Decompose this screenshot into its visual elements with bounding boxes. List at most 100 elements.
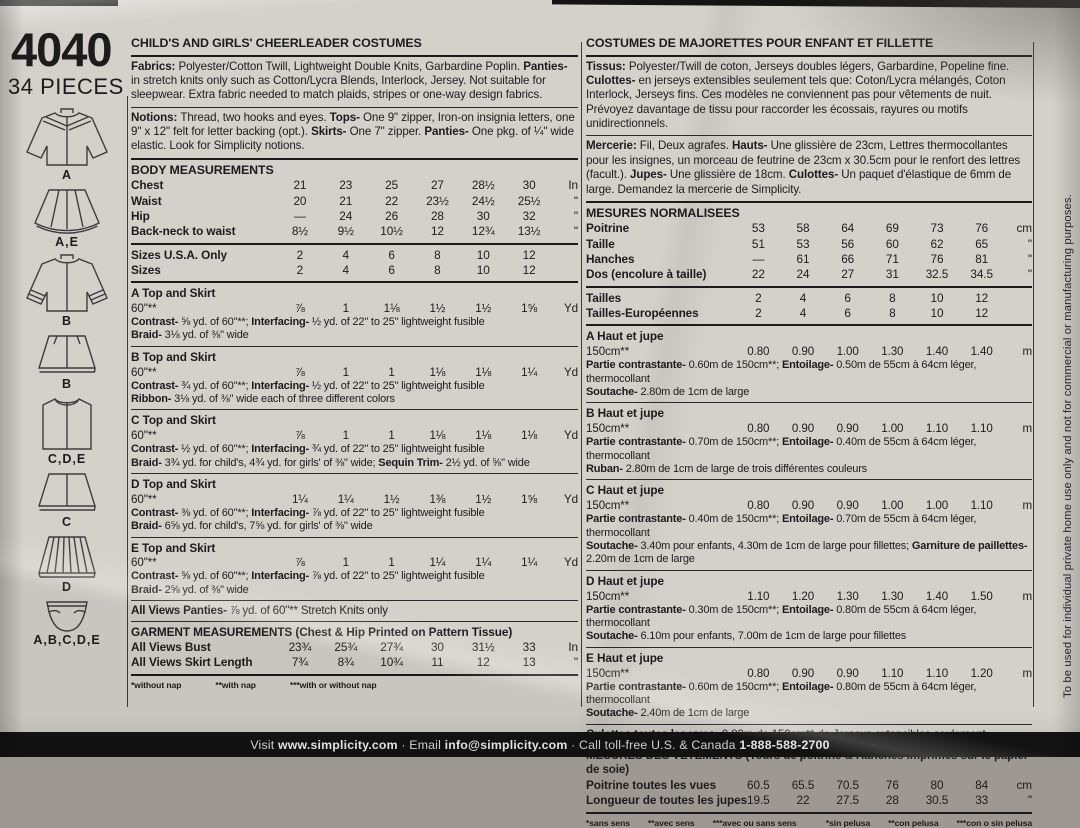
text: ⅞ yd. of 22" to 25" lightweight fusible <box>312 570 485 582</box>
text: 2.20m de 1cm de large <box>586 553 695 565</box>
table-cell: 25¾ <box>323 640 369 655</box>
table-cell: 1.40 <box>915 589 960 604</box>
pattern-number: 4040 <box>11 26 126 73</box>
divider <box>586 479 1032 480</box>
divider <box>586 724 1032 725</box>
row-label: All Views Bust <box>131 640 277 655</box>
tissus-paragraph: Tissus: Polyester/Twill de coton, Jersey… <box>586 60 1032 132</box>
phone-number: 1-888-588-2700 <box>739 738 829 752</box>
notions-paragraph: Notions: Thread, two hooks and eyes. Top… <box>131 111 578 154</box>
fabric-width-label: 150cm** <box>586 666 736 681</box>
table-cell: 76 <box>915 252 960 267</box>
text: 3⅛ yd. of ⅜" wide <box>165 329 249 341</box>
table-cell: 4 <box>781 291 826 306</box>
text: ⅞ yd. of 60"** Stretch Knits only <box>230 604 388 617</box>
view-title: C Top and Skirt <box>131 413 578 428</box>
table-cell: 1.40 <box>915 344 960 359</box>
interfacing-label: Interfacing- <box>251 380 312 392</box>
footnote: **con pelusa <box>888 818 938 828</box>
trim-line: Soutache- 2.80m de 1cm de large <box>586 386 1032 399</box>
fabrics-text: Polyester/Cotton Twill, Lightweight Doub… <box>178 60 523 73</box>
notions-line: Partie contrastante- 0.70m de 150cm**; E… <box>586 436 1032 463</box>
table-cell: 1.30 <box>825 589 870 604</box>
table-cell: 27¾ <box>369 640 415 655</box>
table-cell: 56 <box>825 237 870 252</box>
table-cell: 0.90 <box>781 421 826 436</box>
row-label: All Views Skirt Length <box>131 655 277 670</box>
sequin-trim-label: Sequin Trim- <box>378 457 445 469</box>
row-label: Hanches <box>586 252 736 267</box>
text: ⅞ yd. of 22" to 25" lightweight fusible <box>312 507 485 519</box>
interfacing-label: Interfacing- <box>251 570 312 582</box>
contrast-label: Contrast- <box>131 507 181 519</box>
text: ¾ yd. of 60"**; <box>181 380 251 392</box>
text: Visit <box>250 738 278 752</box>
table-cell: 1¼ <box>460 555 506 570</box>
view-title: A Top and Skirt <box>131 286 578 301</box>
trim-line: Braid- 3⅛ yd. of ⅜" wide <box>131 329 578 342</box>
footnote: **with nap <box>215 680 256 690</box>
vest-sketch <box>25 395 109 453</box>
table-cell: 21 <box>323 194 369 209</box>
row-label: Poitrine toutes les vues <box>586 778 736 793</box>
interfacing-label: Interfacing- <box>251 443 312 455</box>
table-cell: 1.00 <box>870 421 915 436</box>
fabrics-paragraph: Fabrics: Polyester/Cotton Twill, Lightwe… <box>131 60 578 103</box>
row-label: Sizes U.S.A. Only <box>131 248 277 263</box>
table-cell: 0.80 <box>736 344 781 359</box>
text: · Call toll-free U.S. & Canada <box>568 738 740 752</box>
notions-line: Contrast- ⅝ yd. of 60"**; Interfacing- ½… <box>131 316 578 329</box>
table-cell: Yd <box>552 301 578 316</box>
aline-skirt-b-sketch <box>21 332 113 378</box>
table-cell: 12 <box>959 291 1004 306</box>
table-cell: 12 <box>506 263 552 278</box>
table-cell: 8½ <box>277 224 323 239</box>
text: ½ yd. of 22" to 25" lightweight fusible <box>312 380 485 392</box>
view-label: A <box>62 168 72 182</box>
jacket-b-sketch <box>17 253 117 315</box>
table-cell: Yd <box>552 428 578 443</box>
table-cell: 53 <box>781 237 826 252</box>
table-cell: m <box>1004 589 1032 604</box>
fabric-width-label: 60"** <box>131 555 277 570</box>
text: ½ yd. of 22" to 25" lightweight fusible <box>312 316 485 328</box>
notions-line: Contrast- ⅜ yd. of 60"**; Interfacing- ⅞… <box>131 507 578 520</box>
view-label: B <box>62 314 72 328</box>
french-column: COSTUMES DE MAJORETTES POUR ENFANT ET FI… <box>586 36 1032 828</box>
table-cell: 22 <box>369 194 415 209</box>
contrast-label: Contrast- <box>131 380 181 392</box>
body-measurements-title: BODY MEASUREMENTS <box>131 163 578 179</box>
table-cell: 0.90 <box>825 498 870 513</box>
table-cell <box>1004 291 1032 306</box>
table-cell: 66 <box>825 252 870 267</box>
table-cell: 22 <box>781 793 826 808</box>
panties-label: All Views Panties- <box>131 604 230 617</box>
divider <box>586 324 1032 326</box>
column-divider <box>127 96 128 707</box>
table-cell: 1.00 <box>870 498 915 513</box>
table-cell: 6 <box>369 263 415 278</box>
mercerie-label: Mercerie: <box>586 139 640 152</box>
mercerie-text: Fil, Deux agrafes. <box>640 139 732 152</box>
table-cell: 62 <box>915 237 960 252</box>
text: 2.80m de 1cm de large <box>640 386 749 398</box>
view-c-sketch-block: C <box>8 470 126 529</box>
soutache-label: Soutache- <box>586 630 640 642</box>
view-title: B Top and Skirt <box>131 350 578 365</box>
row-label: Longueur de toutes les jupes <box>586 793 736 808</box>
table-cell: 71 <box>870 252 915 267</box>
view-title: A Haut et jupe <box>586 329 1032 344</box>
table-cell: 73 <box>915 221 960 236</box>
table-cell: 23 <box>323 178 369 193</box>
view-b-sketch-block: B <box>8 253 126 328</box>
home-use-legal-note: To be used for individual private home u… <box>1062 78 1074 698</box>
mesures-normalisees-title: MESURES NORMALISEES <box>586 206 1032 222</box>
